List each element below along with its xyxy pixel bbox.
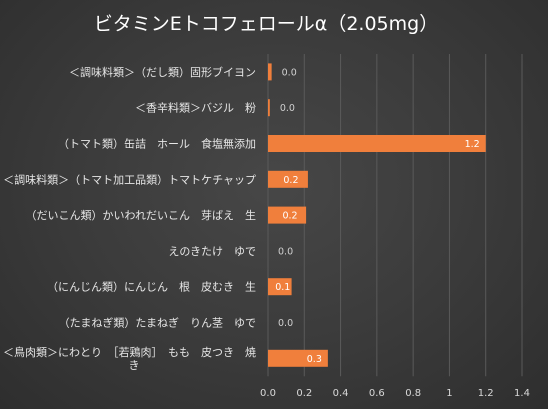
category-label: ＜調味料類＞（だし類）固形ブイヨン — [69, 65, 256, 79]
data-label: 0.1 — [275, 282, 290, 293]
x-tick-label: 1 — [446, 388, 452, 399]
x-axis-ticks: 0.0 0.2 0.4 0.6 0.8 1 1.2 1.4 — [260, 388, 530, 399]
data-labels: 0.0 0.0 1.2 0.2 0.2 0.0 0.1 0.0 0.3 — [275, 67, 479, 364]
data-label: 0.2 — [283, 175, 298, 186]
category-label: （トマト類）缶詰 ホール 食塩無添加 — [58, 137, 256, 151]
category-label: ＜香辛料類＞バジル 粉 — [135, 101, 256, 115]
bar — [268, 99, 270, 117]
x-tick-label: 0.0 — [260, 388, 276, 399]
category-label: （だいこん類）かいわれだいこん 芽ばえ 生 — [26, 208, 256, 222]
category-labels: ＜調味料類＞（だし類）固形ブイヨン ＜香辛料類＞バジル 粉 （トマト類）缶詰 ホール… — [3, 65, 256, 372]
category-label: （にんじん類）にんじん 根 皮むき 生 — [47, 280, 256, 294]
category-label: えのきたけ ゆで — [168, 245, 256, 258]
x-tick-label: 0.6 — [369, 388, 385, 399]
bars — [268, 63, 486, 367]
bar — [268, 278, 292, 296]
data-label: 1.2 — [465, 139, 480, 150]
x-tick-label: 1.4 — [514, 388, 530, 399]
data-label: 0.3 — [307, 354, 322, 365]
data-label: 0.0 — [278, 246, 293, 257]
x-tick-label: 0.4 — [333, 388, 349, 399]
bar — [268, 206, 307, 224]
x-tick-label: 0.2 — [296, 388, 312, 399]
category-label: き — [129, 359, 140, 372]
bar — [268, 135, 486, 152]
chart-title: ビタミンEトコフェロールα（2.05mg） — [94, 13, 438, 35]
bar — [268, 170, 308, 188]
data-label: 0.2 — [282, 211, 297, 222]
bar — [268, 63, 272, 81]
category-label: ＜鳥肉類＞にわとり ［若鶏肉］ もも 皮つき 焼 — [3, 345, 256, 359]
data-label: 0.0 — [280, 103, 295, 114]
category-label: （たまねぎ類）たまねぎ りん茎 ゆで — [59, 316, 256, 330]
x-tick-label: 1.2 — [478, 388, 494, 399]
data-label: 0.0 — [282, 67, 297, 78]
bar — [268, 349, 328, 367]
gridlines — [267, 54, 523, 377]
category-label: ＜調味料類＞（トマト加工品類）トマトケチャップ — [3, 172, 256, 186]
data-label: 0.0 — [278, 318, 293, 329]
x-tick-label: 0.8 — [405, 388, 421, 399]
